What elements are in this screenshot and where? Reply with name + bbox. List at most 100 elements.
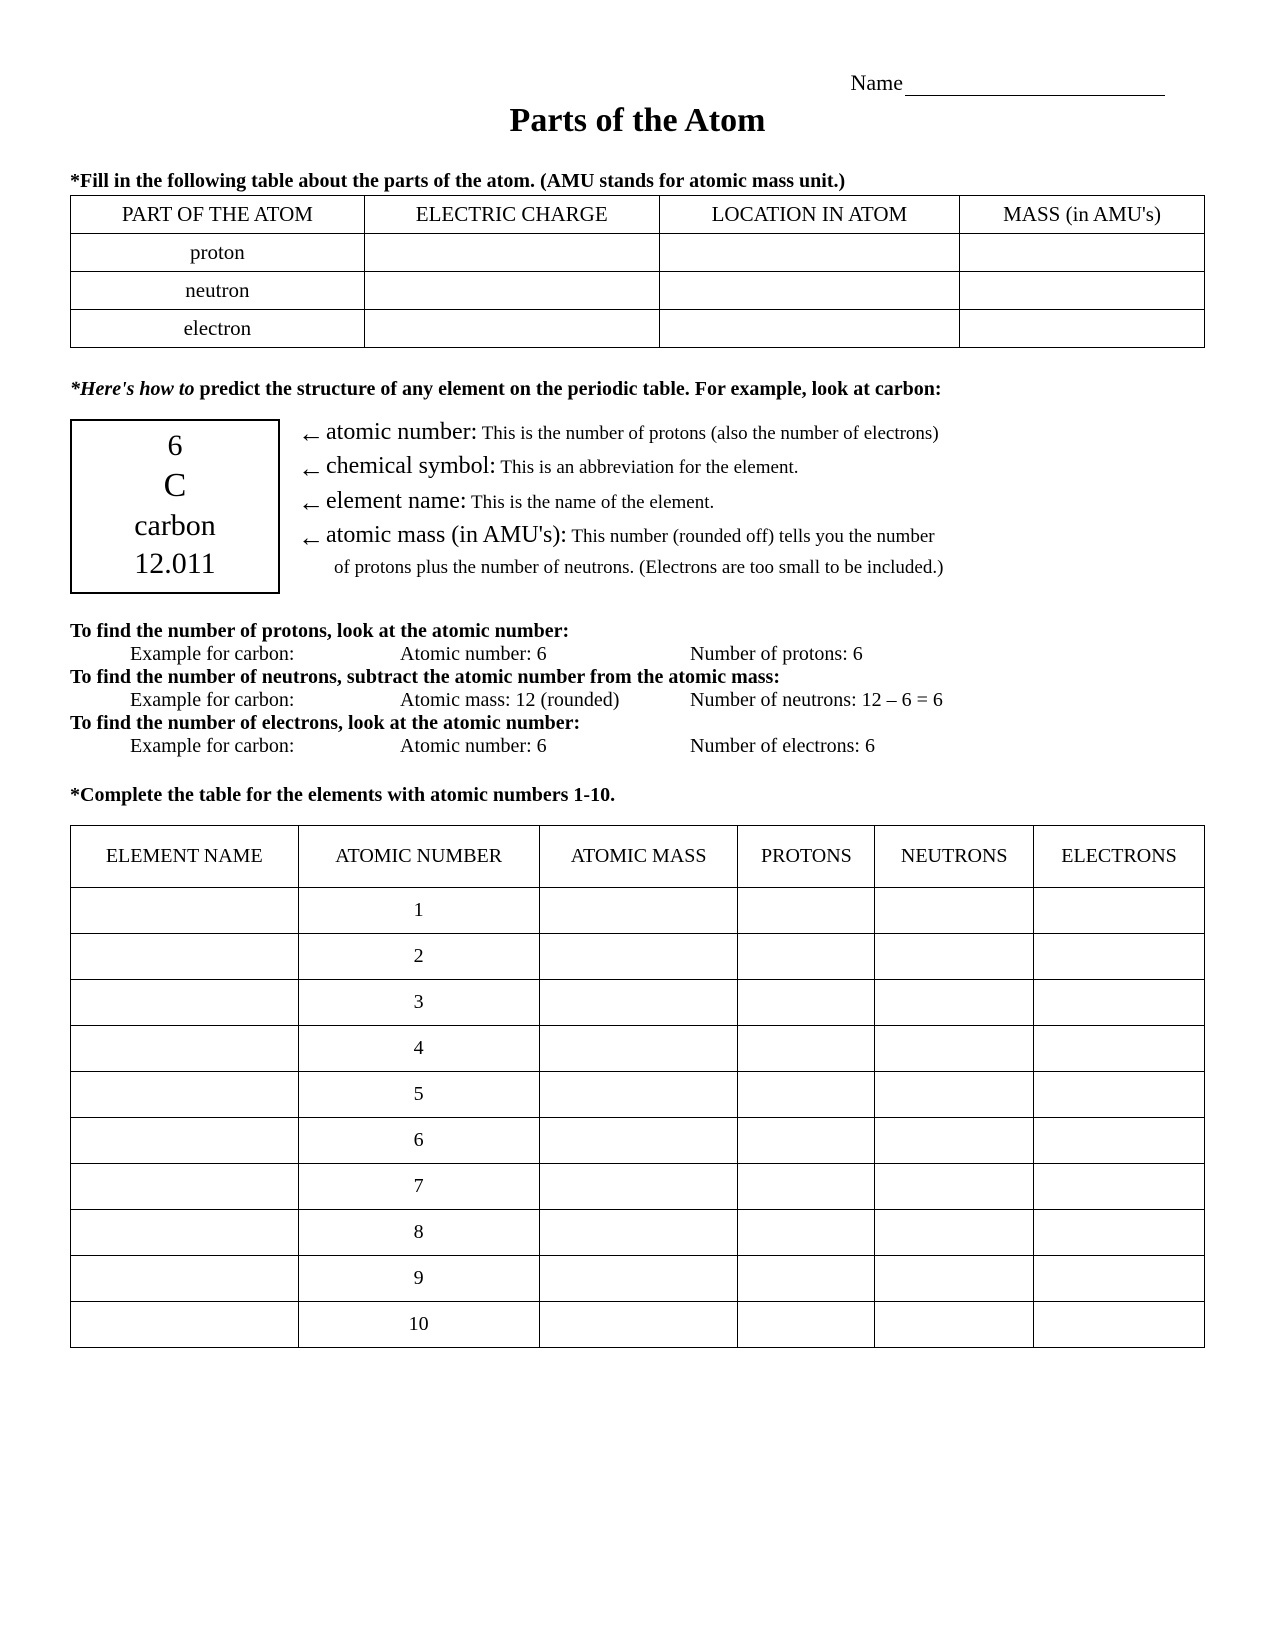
elements-cell-blank[interactable]	[738, 1072, 875, 1118]
elements-cell-number: 10	[298, 1302, 539, 1348]
example-result: Number of neutrons: 12 – 6 = 6	[690, 689, 1205, 712]
find-electrons-example: Example for carbon: Atomic number: 6 Num…	[130, 735, 1205, 758]
find-block: To find the number of protons, look at t…	[70, 620, 1205, 758]
elements-cell-blank[interactable]	[738, 1210, 875, 1256]
arrow-left-icon: ←	[298, 523, 324, 552]
example-label: Example for carbon:	[130, 735, 400, 758]
example-mid: Atomic mass: 12 (rounded)	[400, 689, 690, 712]
elements-cell-blank[interactable]	[875, 980, 1034, 1026]
elements-cell-number: 5	[298, 1072, 539, 1118]
elements-row: 3	[71, 980, 1205, 1026]
elements-cell-blank[interactable]	[1034, 1302, 1205, 1348]
elements-cell-blank[interactable]	[738, 1256, 875, 1302]
elements-cell-blank[interactable]	[875, 1256, 1034, 1302]
elements-cell-blank[interactable]	[539, 1026, 738, 1072]
elements-cell-blank[interactable]	[1034, 1256, 1205, 1302]
elements-cell-blank[interactable]	[1034, 1210, 1205, 1256]
parts-cell-blank[interactable]	[960, 272, 1205, 310]
elements-cell-blank[interactable]	[539, 1072, 738, 1118]
example-mid: Atomic number: 6	[400, 643, 690, 666]
elements-header: NEUTRONS	[875, 826, 1034, 888]
elements-cell-blank[interactable]	[875, 1072, 1034, 1118]
find-protons-example: Example for carbon: Atomic number: 6 Num…	[130, 643, 1205, 666]
elements-row: 4	[71, 1026, 1205, 1072]
elements-cell-blank[interactable]	[738, 980, 875, 1026]
def-term: element name:	[326, 488, 467, 514]
elements-cell-blank[interactable]	[738, 1302, 875, 1348]
elements-cell-blank[interactable]	[71, 1118, 299, 1164]
example-result: Number of protons: 6	[690, 643, 1205, 666]
elements-cell-blank[interactable]	[539, 980, 738, 1026]
parts-cell-blank[interactable]	[364, 310, 659, 348]
parts-cell-blank[interactable]	[364, 234, 659, 272]
parts-cell-blank[interactable]	[364, 272, 659, 310]
elements-cell-blank[interactable]	[1034, 1026, 1205, 1072]
def-term: chemical symbol:	[326, 453, 496, 479]
def-desc: This number (rounded off) tells you the …	[567, 526, 935, 547]
elements-cell-blank[interactable]	[738, 888, 875, 934]
howto-line: *Here's how to predict the structure of …	[70, 378, 1205, 401]
elements-header: PROTONS	[738, 826, 875, 888]
elements-cell-blank[interactable]	[1034, 980, 1205, 1026]
elements-cell-blank[interactable]	[539, 1302, 738, 1348]
elements-cell-number: 8	[298, 1210, 539, 1256]
elements-row: 9	[71, 1256, 1205, 1302]
elements-cell-blank[interactable]	[539, 1118, 738, 1164]
elements-row: 2	[71, 934, 1205, 980]
elements-cell-blank[interactable]	[1034, 1072, 1205, 1118]
elements-cell-blank[interactable]	[539, 1210, 738, 1256]
elements-cell-blank[interactable]	[875, 888, 1034, 934]
elements-cell-blank[interactable]	[539, 934, 738, 980]
elements-cell-blank[interactable]	[539, 1164, 738, 1210]
elements-cell-blank[interactable]	[71, 888, 299, 934]
name-underline[interactable]	[905, 95, 1165, 96]
elements-row: 5	[71, 1072, 1205, 1118]
elements-cell-blank[interactable]	[1034, 1164, 1205, 1210]
parts-header: PART OF THE ATOM	[71, 196, 365, 234]
parts-cell-blank[interactable]	[960, 234, 1205, 272]
parts-cell-blank[interactable]	[659, 310, 959, 348]
elements-cell-blank[interactable]	[738, 1026, 875, 1072]
elements-cell-number: 1	[298, 888, 539, 934]
def-term: atomic mass (in AMU's):	[326, 522, 567, 548]
elements-cell-blank[interactable]	[738, 1164, 875, 1210]
elements-cell-blank[interactable]	[71, 934, 299, 980]
howto-rest: predict the structure of any element on …	[194, 378, 941, 400]
elements-cell-blank[interactable]	[875, 1118, 1034, 1164]
elements-cell-blank[interactable]	[539, 1256, 738, 1302]
elements-cell-blank[interactable]	[875, 1302, 1034, 1348]
parts-cell-blank[interactable]	[659, 234, 959, 272]
elements-cell-blank[interactable]	[71, 1072, 299, 1118]
elements-cell-blank[interactable]	[71, 1210, 299, 1256]
elements-cell-blank[interactable]	[71, 1164, 299, 1210]
name-field: Name	[70, 70, 1205, 96]
parts-header: MASS (in AMU's)	[960, 196, 1205, 234]
howto-prefix: *Here's how to	[70, 378, 194, 400]
elements-cell-blank[interactable]	[738, 1118, 875, 1164]
elements-table: ELEMENT NAME ATOMIC NUMBER ATOMIC MASS P…	[70, 825, 1205, 1348]
example-result: Number of electrons: 6	[690, 735, 1205, 758]
def-row: ←element name: This is the name of the e…	[298, 488, 1205, 518]
elements-cell-blank[interactable]	[875, 1026, 1034, 1072]
def-desc: This is the name of the element.	[467, 492, 715, 513]
element-atomic-number: 6	[76, 427, 274, 465]
parts-table: PART OF THE ATOM ELECTRIC CHARGE LOCATIO…	[70, 195, 1205, 348]
instruction-1: *Fill in the following table about the p…	[70, 170, 1205, 193]
elements-cell-blank[interactable]	[71, 1302, 299, 1348]
elements-cell-blank[interactable]	[1034, 1118, 1205, 1164]
elements-cell-blank[interactable]	[71, 1026, 299, 1072]
parts-cell-blank[interactable]	[960, 310, 1205, 348]
elements-cell-blank[interactable]	[875, 934, 1034, 980]
elements-cell-blank[interactable]	[71, 980, 299, 1026]
elements-cell-blank[interactable]	[875, 1164, 1034, 1210]
elements-cell-blank[interactable]	[71, 1256, 299, 1302]
elements-cell-number: 7	[298, 1164, 539, 1210]
elements-cell-blank[interactable]	[1034, 934, 1205, 980]
elements-cell-blank[interactable]	[875, 1210, 1034, 1256]
parts-cell-blank[interactable]	[659, 272, 959, 310]
elements-cell-blank[interactable]	[738, 934, 875, 980]
page-title: Parts of the Atom	[70, 102, 1205, 140]
elements-cell-blank[interactable]	[539, 888, 738, 934]
def-desc: This is the number of protons (also the …	[477, 423, 938, 444]
elements-cell-blank[interactable]	[1034, 888, 1205, 934]
